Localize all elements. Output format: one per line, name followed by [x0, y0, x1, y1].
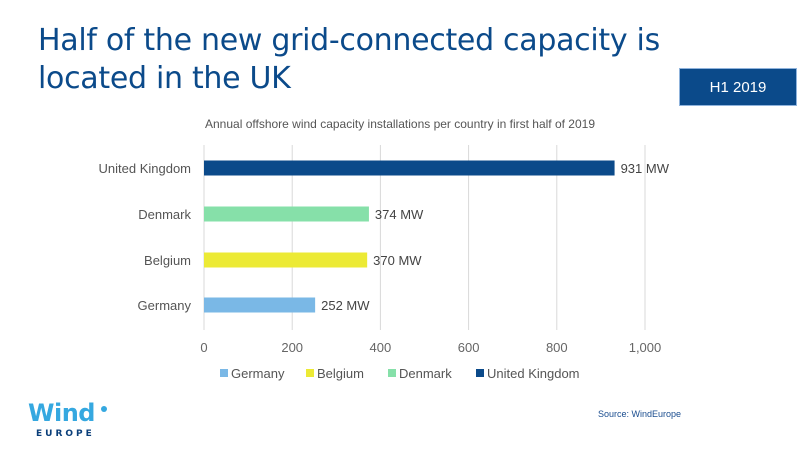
x-tick-label: 400	[370, 340, 392, 355]
category-label: Germany	[138, 298, 192, 313]
legend-label: Denmark	[399, 366, 452, 381]
data-labels: 931 MW 374 MW 370 MW 252 MW	[321, 161, 670, 313]
x-tick-label: 800	[546, 340, 568, 355]
legend-swatch	[306, 369, 314, 377]
data-label: 931 MW	[621, 161, 670, 176]
bar	[204, 297, 316, 313]
logo-europe-text: EUROPE	[36, 429, 95, 439]
bar	[204, 206, 369, 222]
chart-title: Annual offshore wind capacity installati…	[205, 117, 595, 131]
legend-swatch	[388, 369, 396, 377]
bar	[204, 160, 615, 176]
x-tick-label: 0	[200, 340, 207, 355]
legend: Germany Belgium Denmark United Kingdom	[220, 366, 580, 381]
page-title: Half of the new grid-connected capacity …	[38, 23, 660, 96]
legend-label: United Kingdom	[487, 366, 580, 381]
source-note: Source: WindEurope	[598, 409, 682, 419]
data-label: 370 MW	[373, 253, 422, 268]
x-tick-label: 1,000	[629, 340, 662, 355]
legend-swatch	[220, 369, 228, 377]
legend-label: Germany	[231, 366, 285, 381]
category-labels: United Kingdom Denmark Belgium Germany	[99, 161, 192, 313]
category-label: Denmark	[138, 207, 191, 222]
logo-wind-text: Wind	[28, 399, 95, 427]
x-tick-label: 600	[458, 340, 480, 355]
period-badge: H1 2019	[679, 68, 797, 106]
data-label: 374 MW	[375, 207, 424, 222]
legend-swatch	[476, 369, 484, 377]
x-tick-label: 200	[281, 340, 303, 355]
category-label: United Kingdom	[99, 161, 192, 176]
windeurope-logo: Wind EUROPE	[28, 400, 118, 444]
bars	[204, 160, 615, 313]
category-label: Belgium	[144, 253, 191, 268]
bar	[204, 252, 368, 268]
logo-dot-icon	[101, 406, 107, 412]
data-label: 252 MW	[321, 298, 370, 313]
x-axis-ticks: 0 200 400 600 800 1,000	[200, 340, 661, 355]
legend-label: Belgium	[317, 366, 364, 381]
